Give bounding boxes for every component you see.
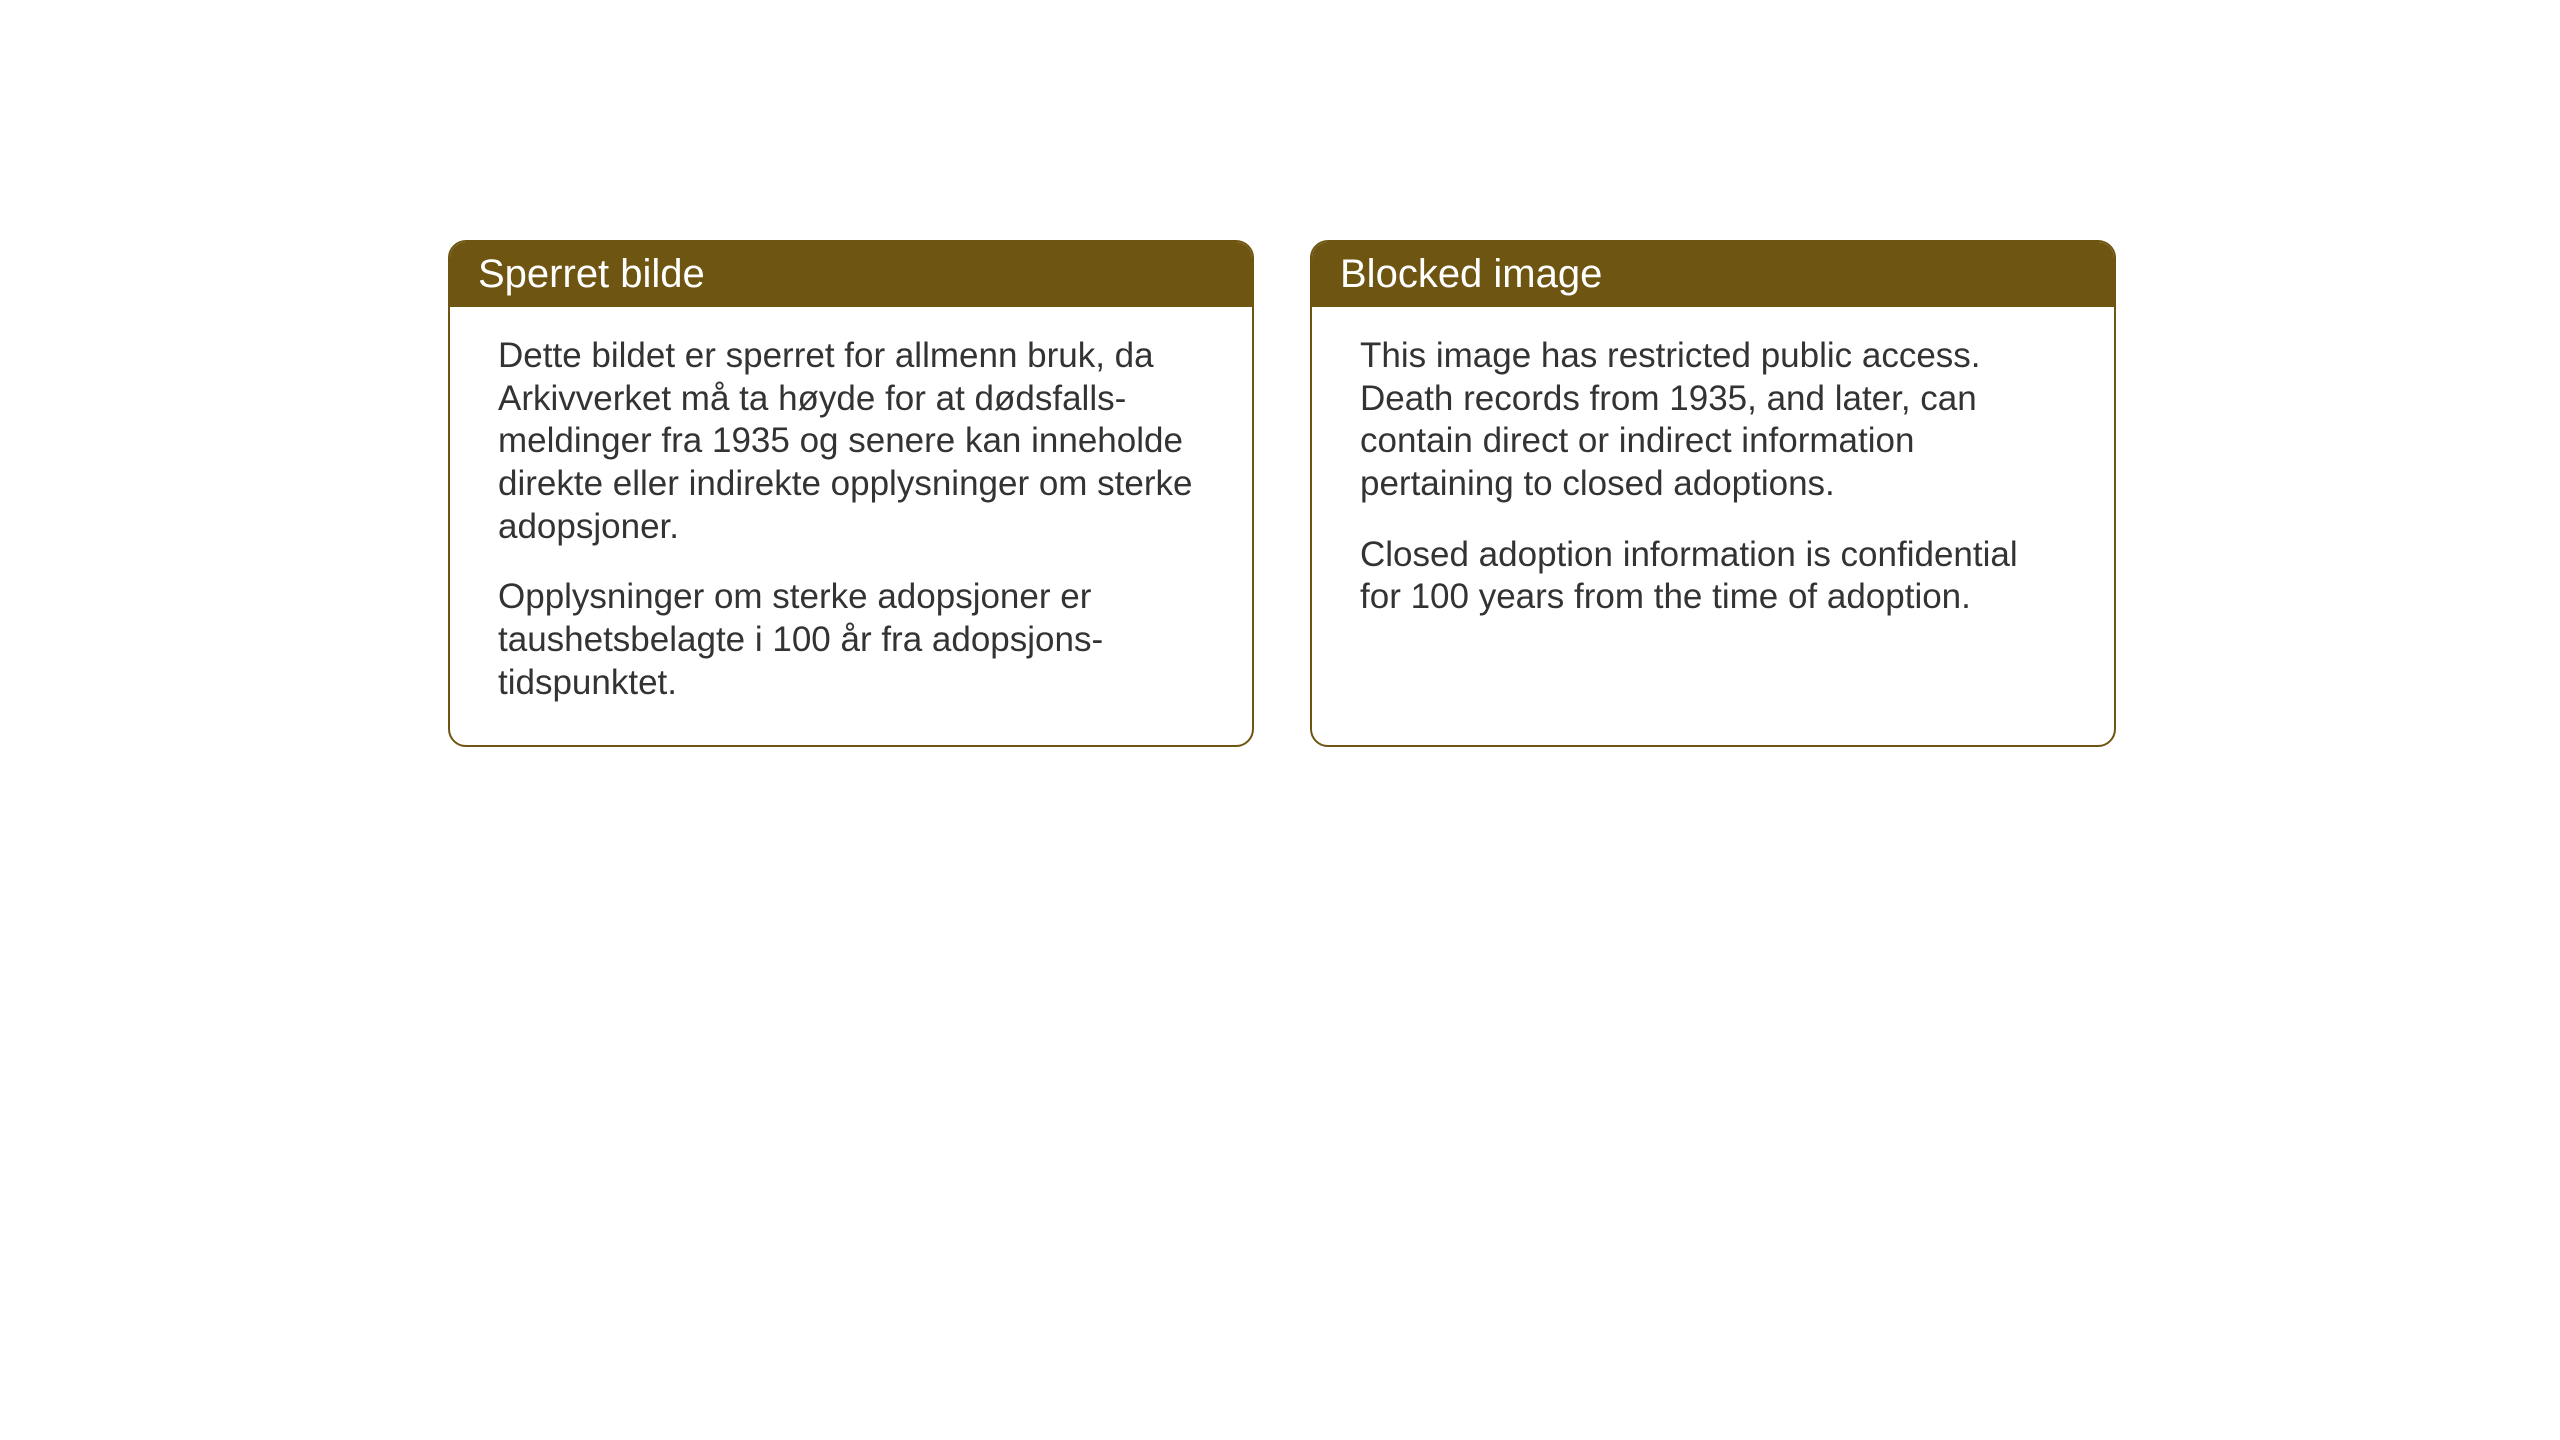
- english-paragraph-2: Closed adoption information is confident…: [1360, 534, 2066, 619]
- english-notice-card: Blocked image This image has restricted …: [1310, 240, 2116, 747]
- english-paragraph-1: This image has restricted public access.…: [1360, 335, 2066, 506]
- notice-container: Sperret bilde Dette bildet er sperret fo…: [448, 240, 2116, 747]
- norwegian-paragraph-2: Opplysninger om sterke adopsjoner er tau…: [498, 576, 1204, 704]
- norwegian-card-title: Sperret bilde: [450, 242, 1252, 307]
- norwegian-paragraph-1: Dette bildet er sperret for allmenn bruk…: [498, 335, 1204, 548]
- norwegian-notice-card: Sperret bilde Dette bildet er sperret fo…: [448, 240, 1254, 747]
- english-card-body: This image has restricted public access.…: [1312, 307, 2114, 659]
- norwegian-card-body: Dette bildet er sperret for allmenn bruk…: [450, 307, 1252, 745]
- english-card-title: Blocked image: [1312, 242, 2114, 307]
